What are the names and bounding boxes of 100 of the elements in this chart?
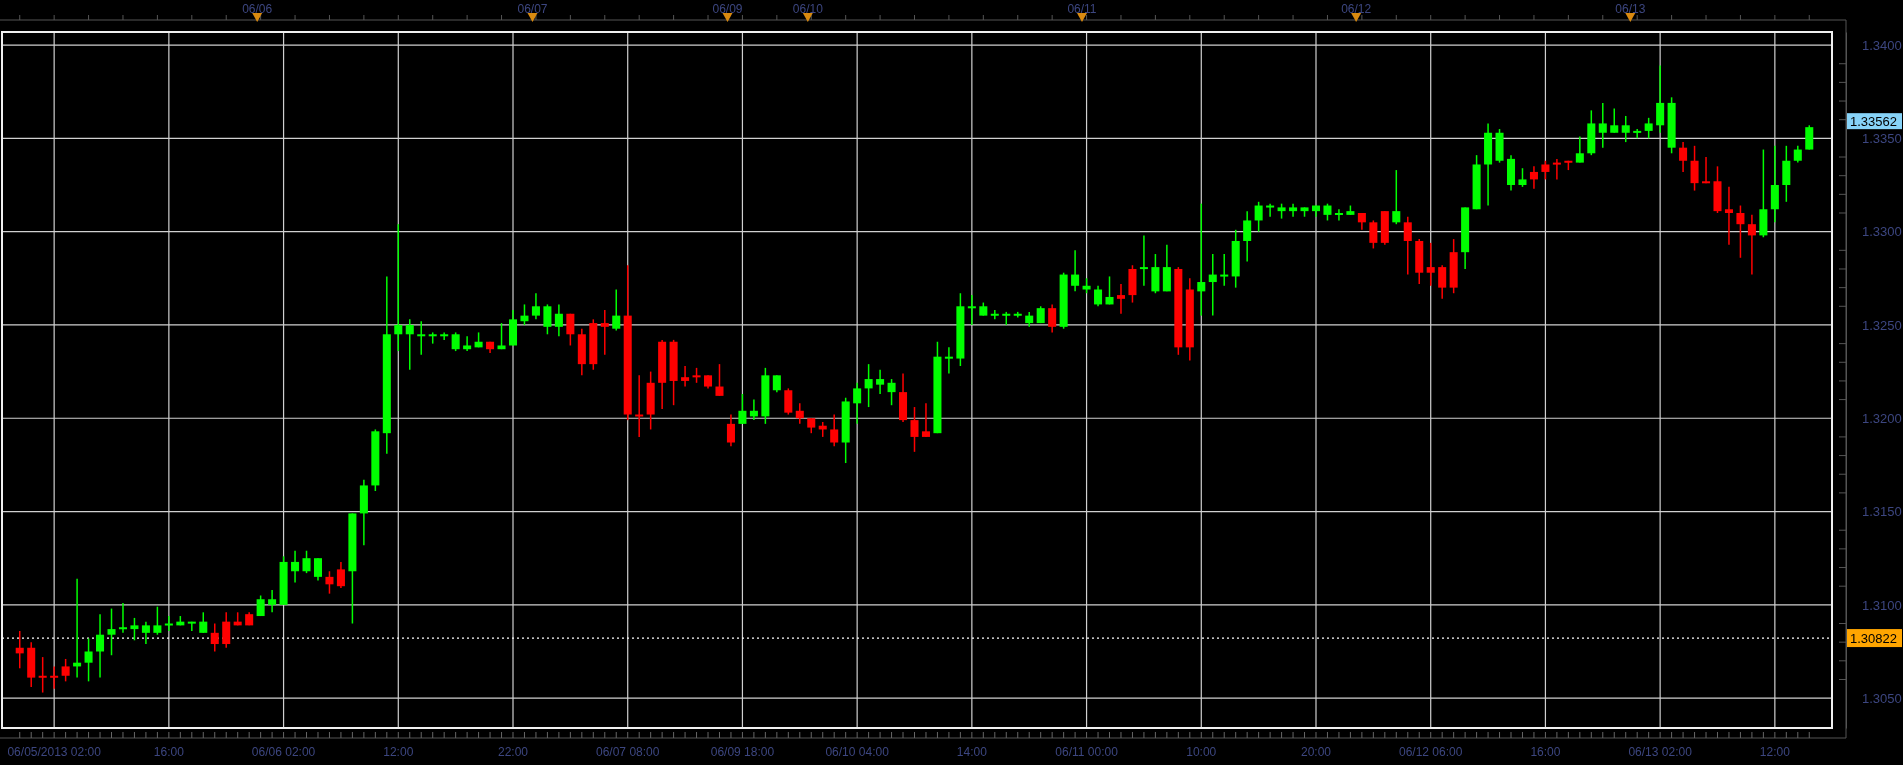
candlestick: [554, 303, 563, 337]
candlestick: [1679, 141, 1688, 173]
candlestick: [440, 331, 449, 341]
candlestick: [1105, 275, 1114, 306]
candlestick: [566, 313, 575, 347]
candlestick: [61, 658, 70, 683]
candlestick: [738, 393, 747, 425]
candlestick: [1724, 186, 1733, 246]
candlestick: [50, 665, 59, 690]
candlestick: [1403, 215, 1412, 276]
candlestick: [417, 320, 426, 356]
candlestick: [463, 335, 472, 352]
y-tick-label: 1.3300: [1862, 224, 1902, 240]
x-tick-label: 06/13 02:00: [1628, 744, 1693, 759]
text: 06/12: [1341, 2, 1372, 17]
x-tick-label: 06/10 04:00: [825, 744, 890, 759]
candlestick: [325, 570, 334, 595]
candlestick: [268, 589, 277, 614]
candlestick: [84, 637, 93, 683]
candlestick: [1392, 169, 1401, 225]
candlestick: [1633, 128, 1642, 140]
candlestick: [1529, 165, 1538, 190]
x-tick-label: 16:00: [153, 744, 185, 759]
y-tick-label: 1.3050: [1862, 690, 1902, 706]
candlestick: [1805, 124, 1814, 151]
candlestick: [635, 374, 644, 438]
y-tick-label: 1.3400: [1862, 37, 1902, 53]
candlestick: [1094, 285, 1103, 308]
candlestick: [1071, 249, 1080, 293]
candlestick: [38, 656, 47, 694]
candlestick: [543, 303, 552, 336]
x-tick-label: 16:00: [1530, 744, 1561, 759]
candlestick: [394, 223, 403, 352]
candlestick: [130, 617, 139, 642]
text: 1.33562: [1850, 113, 1897, 129]
candlestick: [944, 346, 953, 375]
x-tick-label: 14:00: [956, 744, 988, 759]
x-tick-label: 06/05/2013 02:00: [7, 744, 102, 759]
candlestick: [96, 613, 105, 679]
candlestick: [1598, 102, 1607, 149]
x-tick-label: 06/07 08:00: [596, 744, 660, 759]
candlestick: [1197, 202, 1206, 317]
candlestick: [910, 406, 919, 453]
x-tick-label: 06/11 00:00: [1055, 744, 1119, 759]
candlestick: [1610, 107, 1619, 134]
candlestick: [405, 318, 414, 371]
y-tick-label: 1.3100: [1862, 597, 1902, 613]
candlestick: [1254, 201, 1263, 233]
candlestick: [187, 620, 196, 632]
candlestick: [1266, 202, 1275, 218]
candlestick: [1702, 156, 1711, 184]
candlestick: [107, 607, 116, 656]
candlestick: [291, 549, 300, 584]
x-tick-label: 10:00: [1186, 744, 1217, 759]
candlestick: [921, 402, 930, 438]
candlestick: [715, 363, 724, 397]
x-tick-label: 20:00: [1300, 744, 1332, 759]
x-tick-label: 06/09 18:00: [710, 744, 775, 759]
candlestick: [1208, 253, 1217, 317]
candlestick: [313, 557, 322, 582]
text: 06/13: [1615, 2, 1646, 17]
candlestick: [222, 611, 231, 649]
candlestick: [1243, 210, 1252, 263]
candlestick: [531, 292, 540, 321]
candlestick: [1541, 160, 1550, 181]
candlestick: [336, 561, 345, 589]
candlestick: [830, 413, 839, 447]
candlestick: [600, 309, 609, 356]
candlestick: [1575, 135, 1584, 164]
candlestick: [726, 413, 735, 447]
candlestick: [153, 605, 162, 636]
candlestick: [784, 387, 793, 416]
candlestick: [210, 622, 219, 653]
candlestick: [497, 322, 506, 350]
candlestick: [1220, 253, 1229, 287]
candlestick: [1552, 158, 1561, 181]
candlestick: [118, 602, 127, 634]
ref-line-label: 1.30822: [1850, 630, 1897, 646]
candlestick: [1139, 234, 1148, 287]
candlestick: [967, 294, 976, 326]
candlestick: [1334, 208, 1343, 222]
candlestick: [864, 363, 873, 408]
candlestick: [302, 549, 311, 574]
text: 06/10: [792, 2, 824, 17]
text: 06/11: [1067, 2, 1097, 17]
x-tick-label: 06/06 02:00: [251, 744, 316, 759]
y-tick-label: 1.3150: [1862, 504, 1902, 520]
candlestick: [795, 402, 804, 425]
x-tick-label: 06/12 06:00: [1399, 744, 1463, 759]
candlestick: [1621, 115, 1630, 143]
candlestick: [1644, 117, 1653, 140]
candlestick: [1518, 167, 1527, 188]
y-tick-label: 1.3250: [1862, 317, 1902, 333]
candlestick: [1289, 202, 1298, 218]
candlestick: [1736, 204, 1745, 259]
candlestick: [199, 611, 208, 634]
x-tick-label: 22:00: [497, 744, 529, 759]
candlestick: [876, 368, 885, 395]
candlestick: [451, 331, 460, 352]
text: 06/07: [517, 2, 548, 17]
